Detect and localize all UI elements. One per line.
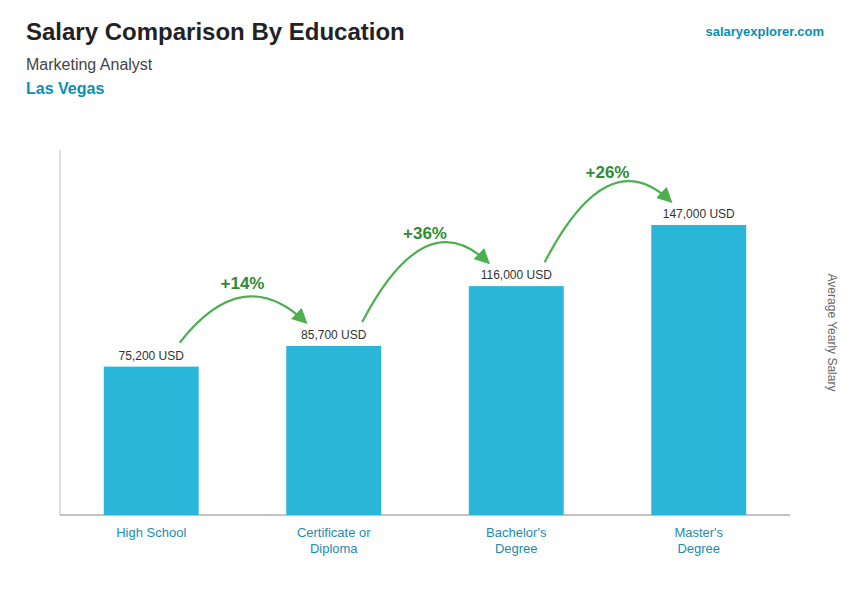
annotation: +26% (586, 163, 630, 182)
y-axis-line (60, 150, 61, 515)
data-label: 116,000 USD (481, 268, 552, 282)
x-tick-label: Bachelor'sDegree (486, 525, 547, 556)
bars (104, 225, 746, 515)
chart: Salary Comparison By Education Marketing … (0, 0, 850, 606)
annotation: +14% (221, 274, 265, 293)
arrow (180, 296, 306, 342)
data-label: 85,700 USD (301, 328, 367, 342)
x-tick-label-line: High School (116, 525, 186, 540)
x-tick-label-line: Bachelor's (486, 525, 547, 540)
x-tick-label: High School (116, 525, 186, 540)
x-tick-label-line: Degree (677, 541, 720, 556)
source: salaryexplorer.com (705, 24, 824, 39)
x-tick-label-line: Certificate or (297, 525, 371, 540)
bar (286, 346, 381, 515)
x-tick-label: Certificate orDiploma (297, 525, 371, 556)
bar (104, 367, 199, 515)
data-label: 147,000 USD (663, 207, 735, 221)
bar (469, 286, 564, 515)
annotation: +36% (403, 224, 447, 243)
x-tick-label-line: Diploma (310, 541, 358, 556)
data-label: 75,200 USD (119, 349, 185, 363)
x-tick-label: Master'sDegree (674, 525, 723, 556)
subtitle: Marketing Analyst (26, 56, 153, 73)
arrow (545, 181, 671, 262)
subtitle: Las Vegas (26, 80, 104, 97)
x-tick-label-line: Master's (674, 525, 723, 540)
bar (651, 225, 746, 515)
title: Salary Comparison By Education (26, 18, 405, 45)
x-tick-label-line: Degree (495, 541, 538, 556)
y-axis-label: Average Yearly Salary (825, 274, 839, 392)
arrow (362, 242, 488, 322)
chart-container: Salary Comparison By Education Marketing … (0, 0, 850, 606)
